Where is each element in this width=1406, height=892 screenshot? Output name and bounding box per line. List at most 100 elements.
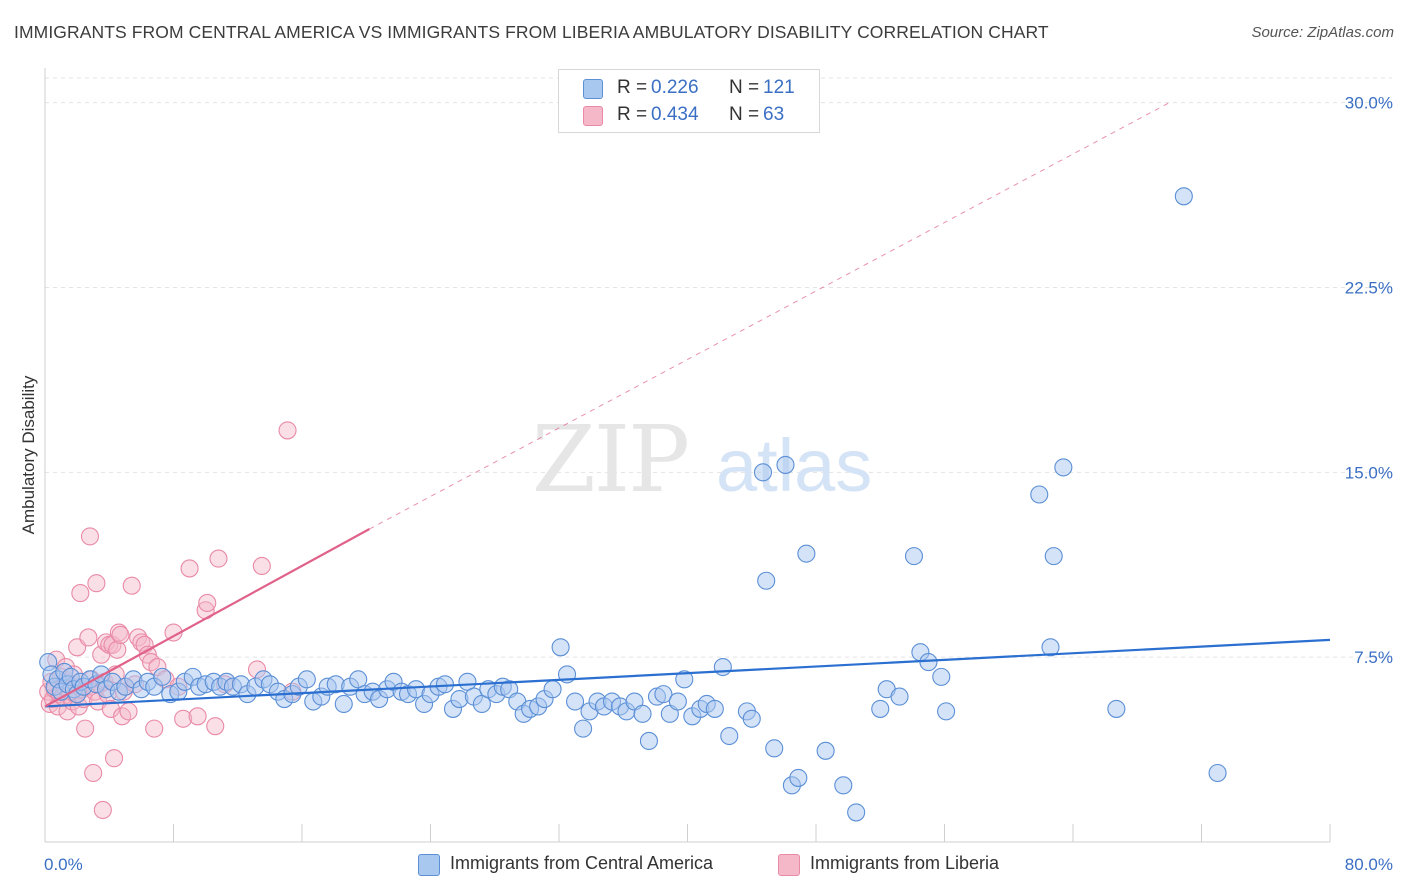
legend-stats: R = 0.226 N = 121 R = 0.434 N = 63: [558, 69, 820, 133]
data-point-liberia: [101, 699, 120, 718]
chart-title: IMMIGRANTS FROM CENTRAL AMERICA VS IMMIG…: [14, 22, 1049, 42]
data-point-liberia: [119, 702, 138, 721]
data-point-liberia: [206, 717, 225, 736]
data-point-central-america: [937, 702, 956, 721]
axes: [44, 68, 1331, 843]
data-point-central-america: [742, 709, 761, 728]
x-tick-label: 80.0%: [1345, 855, 1393, 874]
y-tick-label: 7.5%: [1354, 648, 1393, 667]
data-point-liberia: [145, 719, 164, 738]
data-point-central-america: [720, 726, 739, 746]
n-value: 63: [763, 104, 785, 125]
data-point-central-america: [890, 687, 909, 706]
data-point-central-america: [789, 768, 808, 787]
data-point-central-america: [1208, 763, 1227, 783]
data-point-liberia: [174, 709, 193, 728]
data-point-liberia: [84, 763, 103, 783]
data-point-central-america: [705, 699, 724, 718]
data-point-liberia: [108, 640, 127, 659]
central-america-points: [39, 187, 1227, 822]
data-point-central-america: [639, 731, 659, 751]
data-point-liberia: [188, 707, 207, 726]
legend-swatch-blue: [583, 79, 603, 99]
r-value: 0.226: [651, 77, 699, 98]
data-point-central-america: [871, 699, 890, 718]
data-point-central-america: [1044, 547, 1063, 566]
liberia-points: [39, 421, 302, 820]
y-tick-label: 15.0%: [1345, 463, 1393, 482]
data-point-central-america: [435, 675, 455, 694]
data-point-central-america: [1030, 485, 1049, 504]
data-point-liberia: [93, 800, 112, 820]
data-point-central-america: [757, 571, 776, 590]
trend-line-central-america: [44, 638, 1331, 708]
x-tick-labels: 0.0% 80.0%: [44, 855, 1393, 874]
data-point-liberia: [198, 593, 217, 612]
data-point-central-america: [776, 455, 795, 474]
data-point-central-america: [153, 667, 172, 686]
n-label: N =: [729, 104, 760, 125]
data-point-liberia: [80, 527, 100, 546]
y-tick-labels: 7.5% 15.0% 22.5% 30.0%: [1345, 94, 1393, 668]
data-point-liberia: [111, 625, 130, 645]
data-point-central-america: [543, 680, 562, 699]
data-point-liberia: [252, 556, 271, 576]
data-point-central-america: [816, 741, 835, 760]
data-point-central-america: [551, 638, 570, 657]
watermark-zip: ZIP: [532, 406, 688, 513]
watermark: ZIP atlas: [532, 406, 872, 513]
y-tick-label: 30.0%: [1345, 94, 1393, 113]
legend-swatch-pink: [778, 854, 800, 876]
trend-line-liberia: [44, 528, 370, 708]
data-point-liberia: [71, 584, 90, 603]
data-point-central-america: [574, 719, 593, 738]
data-point-central-america: [633, 704, 652, 723]
data-point-central-america: [1174, 187, 1193, 206]
data-point-central-america: [675, 670, 694, 689]
data-point-liberia: [79, 628, 98, 647]
data-point-liberia: [129, 628, 148, 647]
r-value: 0.434: [651, 104, 699, 125]
data-point-central-america: [668, 692, 687, 711]
x-tick-label: 0.0%: [44, 855, 83, 874]
data-point-central-america: [1107, 699, 1126, 718]
trend-lines: [44, 102, 1331, 708]
source-label: Source: ZipAtlas.com: [1251, 24, 1394, 41]
trend-line-liberia-extension: [369, 102, 1170, 530]
data-point-liberia: [180, 559, 199, 578]
legend-label: Immigrants from Central America: [450, 853, 714, 873]
legend-series: Immigrants from Central America Immigran…: [0, 852, 1406, 878]
r-label: R =: [617, 77, 648, 98]
r-label: R =: [617, 104, 648, 125]
data-point-liberia: [122, 576, 141, 595]
y-tick-label: 22.5%: [1345, 278, 1393, 297]
data-point-liberia: [58, 702, 77, 721]
grid-lines: [45, 77, 1392, 658]
legend-label: Immigrants from Liberia: [810, 853, 1000, 873]
data-point-central-america: [834, 776, 853, 795]
data-point-central-america: [334, 694, 353, 714]
data-point-liberia: [278, 421, 297, 440]
data-point-central-america: [797, 544, 816, 563]
data-point-central-america: [297, 670, 316, 689]
data-point-central-america: [765, 739, 784, 758]
data-point-liberia: [76, 719, 95, 738]
data-point-central-america: [1054, 458, 1073, 477]
data-point-liberia: [87, 574, 106, 593]
data-point-central-america: [753, 463, 773, 482]
n-label: N =: [729, 77, 760, 98]
y-axis-title: Ambulatory Disability: [19, 375, 38, 534]
data-point-central-america: [713, 657, 732, 677]
data-point-central-america: [932, 667, 951, 686]
data-point-central-america: [847, 803, 866, 822]
legend-swatch-blue: [418, 854, 440, 876]
data-point-central-america: [904, 547, 924, 566]
n-value: 121: [763, 77, 795, 98]
data-point-liberia: [105, 749, 124, 768]
data-point-central-america: [654, 685, 673, 704]
data-point-liberia: [209, 549, 228, 568]
data-point-central-america: [566, 692, 585, 711]
data-point-central-america: [1041, 638, 1060, 657]
legend-swatch-pink: [583, 106, 603, 126]
